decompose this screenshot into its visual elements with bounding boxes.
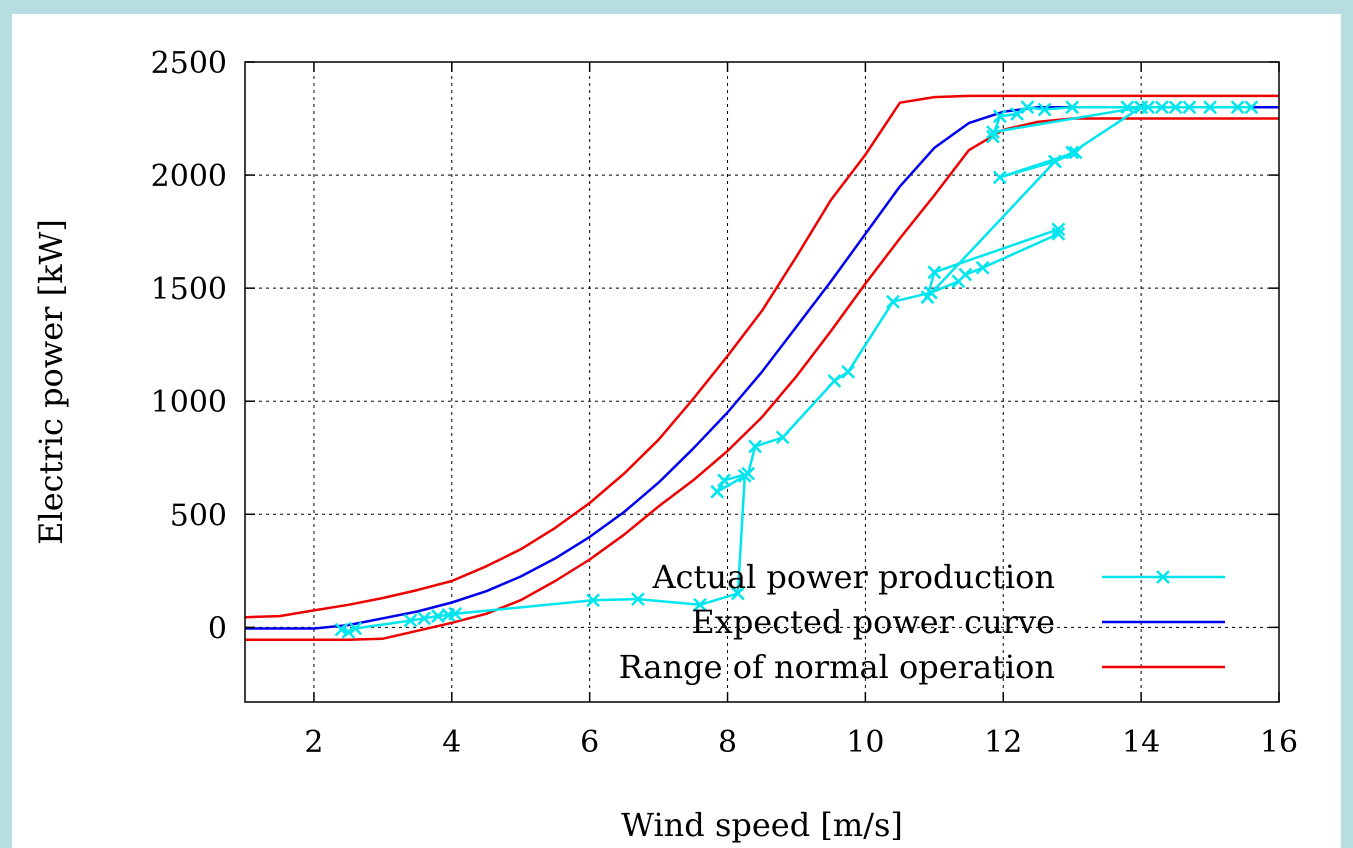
data-point-marker: [631, 592, 645, 606]
x-tick-label: 6: [580, 725, 599, 760]
data-point-marker: [1244, 100, 1259, 115]
data-point-marker: [1051, 222, 1066, 237]
plot-frame: [244, 61, 1280, 703]
data-point-marker: [693, 597, 707, 612]
data-point-marker: [1230, 100, 1245, 115]
data-point-marker: [403, 613, 418, 628]
data-point-marker: [1037, 102, 1052, 117]
x-tick-label: 12: [984, 725, 1022, 760]
y-tick-label: 2500: [151, 46, 227, 81]
data-point-marker: [927, 265, 942, 280]
data-point-marker: [741, 466, 756, 481]
data-point-marker: [341, 625, 356, 639]
y-tick-label: 1500: [151, 272, 227, 307]
data-point-marker: [1010, 107, 1024, 121]
data-point-marker: [1065, 145, 1080, 160]
data-point-marker: [1051, 226, 1066, 241]
data-point-marker: [1020, 100, 1035, 115]
y-tick-label: 1000: [151, 385, 227, 420]
x-tick-label: 4: [442, 725, 461, 760]
data-point-marker: [1182, 100, 1197, 115]
legend-swatch-marker: [1156, 570, 1170, 584]
data-point-marker: [827, 373, 842, 388]
data-point-marker: [1048, 154, 1062, 169]
data-point-marker: [710, 484, 725, 499]
data-point-marker: [841, 364, 856, 379]
data-point-marker: [586, 593, 600, 608]
x-tick-label: 8: [718, 725, 737, 760]
y-tick-label: 500: [170, 498, 227, 533]
data-point-marker: [975, 260, 990, 275]
data-point-marker: [986, 125, 1000, 139]
y-axis-title: Electric power [kW]: [32, 219, 70, 545]
data-point-marker: [1168, 100, 1183, 115]
data-point-marker: [448, 606, 463, 621]
data-point-marker: [1120, 100, 1135, 115]
data-point-marker: [992, 170, 1007, 185]
data-point-marker: [1203, 100, 1217, 115]
data-point-marker: [992, 109, 1007, 124]
x-tick-label: 10: [846, 725, 884, 760]
series-normal-range-lower-line: [245, 117, 1279, 642]
title-fragment: [0, 0, 1353, 14]
legend-label: Actual power production: [651, 558, 1055, 596]
data-point-marker: [920, 290, 935, 305]
data-point-marker: [717, 473, 731, 488]
data-point-marker: [886, 294, 900, 309]
data-point-marker: [958, 267, 973, 282]
x-tick-label: 16: [1260, 725, 1298, 760]
x-axis-title: Wind speed [m/s]: [621, 806, 903, 844]
x-tick-label: 14: [1122, 725, 1160, 760]
series-expected-curve-line: [245, 105, 1279, 630]
data-point-marker: [748, 439, 762, 454]
x-tick-label: 2: [304, 725, 323, 760]
series-normal-range-upper-line: [244, 94, 1279, 619]
series-actual-power-line: [341, 105, 1252, 634]
legend-label: Expected power curve: [691, 603, 1055, 641]
data-point-marker: [1065, 100, 1080, 115]
power-curve-chart: 2 4 6 8 10 12 14 16 0 500 1000 1500 2000 2500 Wind spe…: [32, 46, 1298, 844]
data-point-marker: [1154, 100, 1169, 115]
chart-panel: 2 4 6 8 10 12 14 16 0 500 1000 1500 2000 2500 Wind spe…: [12, 14, 1341, 848]
legend-label: Range of normal operation: [619, 648, 1055, 686]
y-tick-label: 2000: [151, 159, 227, 194]
data-point-marker: [730, 586, 745, 601]
data-point-marker: [1141, 100, 1155, 115]
data-point-marker: [1068, 145, 1083, 160]
data-point-marker: [417, 611, 432, 626]
data-point-marker: [348, 621, 363, 636]
data-point-marker: [775, 430, 790, 445]
data-point-marker: [986, 129, 1000, 144]
y-tick-label: 0: [208, 611, 227, 646]
